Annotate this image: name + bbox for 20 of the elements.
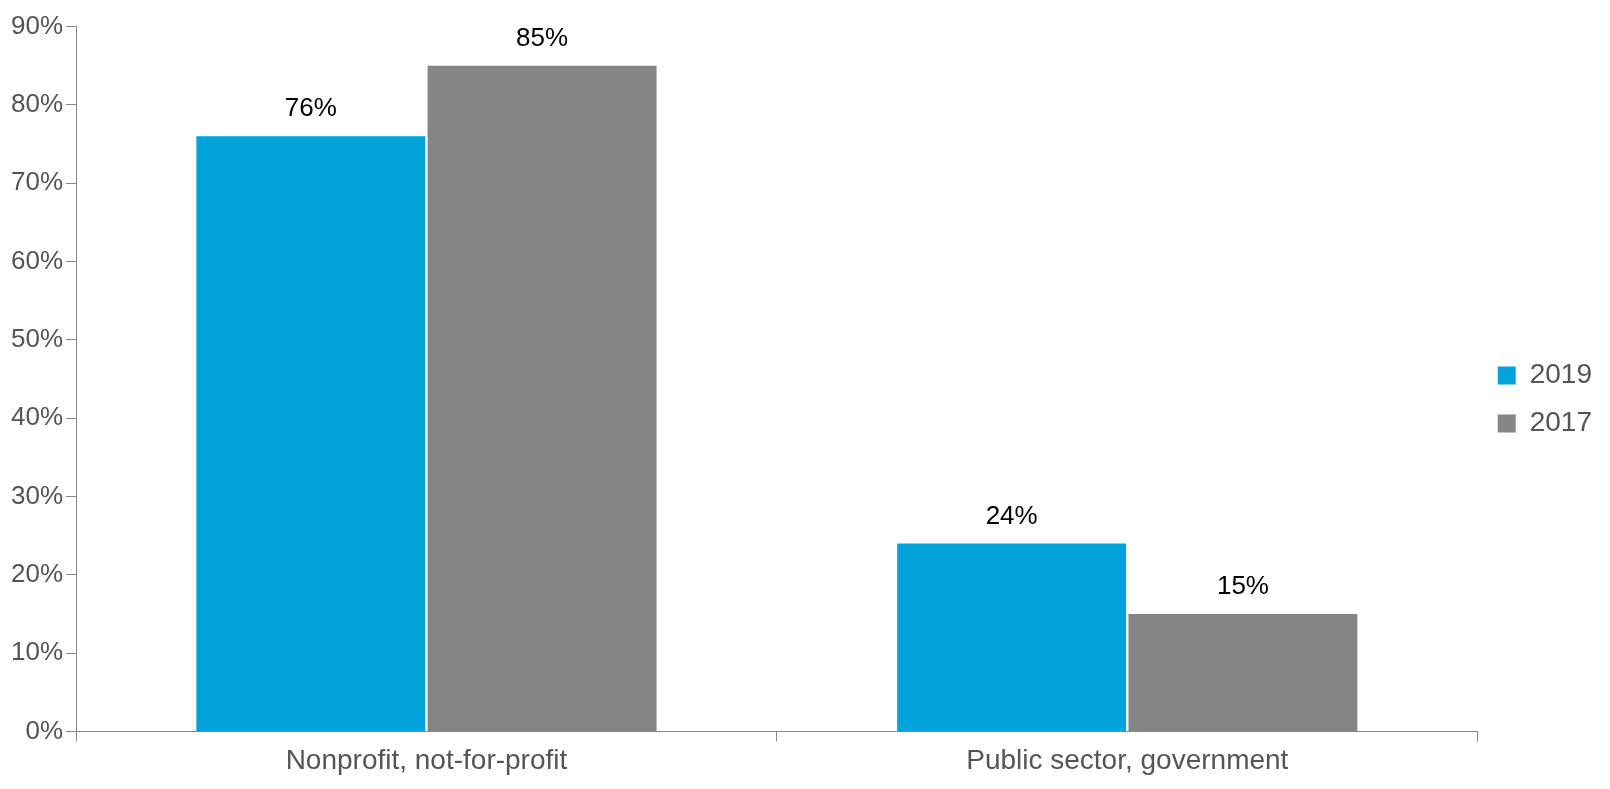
y-tick-label: 90% (10, 9, 64, 40)
bar (897, 543, 1127, 731)
legend-label: 2019 (1529, 358, 1593, 390)
y-tick-label: 70% (10, 166, 64, 197)
data-label: 76% (284, 92, 337, 123)
y-tick-label: 20% (10, 557, 64, 588)
legend-label: 2017 (1529, 406, 1593, 438)
y-tick-label: 80% (10, 88, 64, 119)
data-label: 24% (985, 499, 1038, 530)
y-tick-label: 30% (10, 479, 64, 510)
y-tick-label: 10% (10, 636, 64, 667)
x-tick-label: Nonprofit, not-for-profit (285, 743, 568, 775)
x-tick-label: Public sector, government (966, 743, 1289, 775)
y-tick-label: 50% (10, 323, 64, 354)
bar (196, 136, 426, 731)
data-label: 85% (516, 21, 569, 52)
y-tick-label: 0% (25, 714, 64, 745)
y-tick-label: 40% (10, 401, 64, 432)
y-tick-label: 60% (10, 244, 64, 275)
data-label: 15% (1216, 570, 1269, 601)
